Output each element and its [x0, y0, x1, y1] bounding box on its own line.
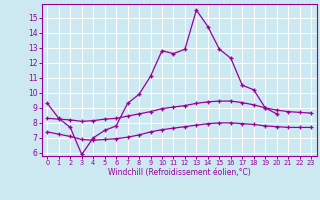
X-axis label: Windchill (Refroidissement éolien,°C): Windchill (Refroidissement éolien,°C)	[108, 168, 251, 177]
